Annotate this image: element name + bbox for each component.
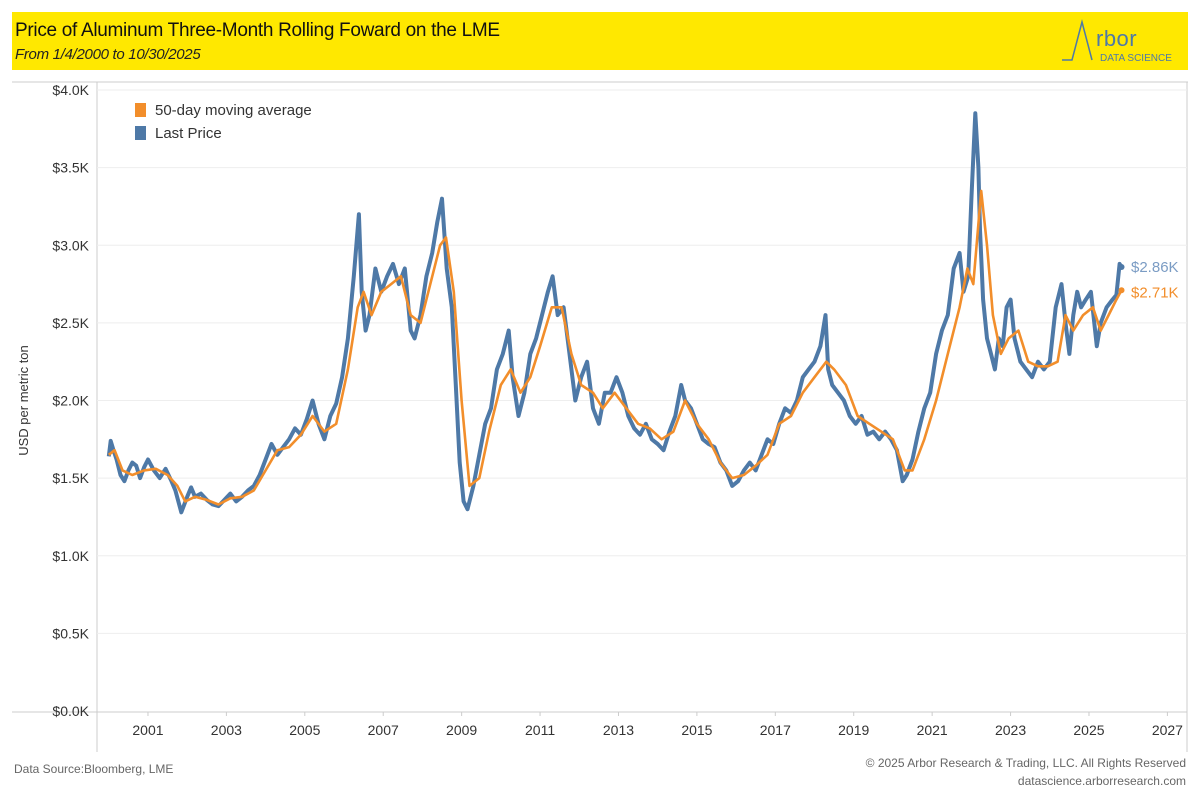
x-tick-label: 2027 — [1152, 722, 1183, 738]
footer-credits: © 2025 Arbor Research & Trading, LLC. Al… — [866, 754, 1186, 790]
x-tick-label: 2013 — [603, 722, 634, 738]
y-tick-label: $3.5K — [52, 160, 89, 176]
website-link[interactable]: datascience.arborresearch.com — [1017, 774, 1186, 788]
legend-label: 50-day moving average — [155, 102, 312, 119]
y-tick-label: $1.5K — [52, 470, 89, 486]
legend-swatch — [135, 126, 146, 140]
chart-subtitle: From 1/4/2000 to 10/30/2025 — [15, 46, 201, 63]
x-tick-label: 2025 — [1073, 722, 1104, 738]
line-chart: $0.0K $0.5K $1.0K $1.5K $2.0K $2.5K $3.0K $3.5K… — [12, 81, 1188, 752]
y-tick-label: $0.5K — [52, 625, 89, 641]
x-tick-label: 2001 — [132, 722, 163, 738]
x-tick-label: 2005 — [289, 722, 320, 738]
x-tick-label: 2019 — [838, 722, 869, 738]
y-tick-label: $2.0K — [52, 393, 89, 409]
x-tick-label: 2009 — [446, 722, 477, 738]
copyright: © 2025 Arbor Research & Trading, LLC. Al… — [865, 756, 1186, 770]
y-tick-label: $2.5K — [52, 315, 89, 331]
x-tick-label: 2011 — [525, 722, 555, 738]
last-price-end-label: $2.86K — [1131, 259, 1179, 276]
moving-average-end-point — [1118, 287, 1125, 294]
moving-average-line — [107, 189, 1123, 506]
legend-label: Last Price — [155, 125, 222, 142]
last-price-end-point — [1118, 263, 1125, 270]
legend-swatch — [135, 103, 146, 117]
moving-average-end-label: $2.71K — [1131, 284, 1179, 301]
x-tick-label: 2023 — [995, 722, 1026, 738]
chart-title: Price of Aluminum Three-Month Rolling Fo… — [15, 20, 500, 41]
data-source: Data Source:Bloomberg, LME — [14, 762, 174, 776]
arbor-logo: rbor DATA SCIENCE — [1056, 16, 1176, 66]
y-tick-label: $3.0K — [52, 237, 89, 253]
y-tick-label: $4.0K — [52, 82, 89, 98]
logo-mark-icon — [1062, 19, 1093, 61]
logo-subtext: DATA SCIENCE — [1100, 53, 1172, 64]
x-tick-label: 2003 — [211, 722, 242, 738]
y-axis-label: USD per metric ton — [16, 345, 31, 456]
x-tick-label: 2015 — [681, 722, 712, 738]
y-tick-label: $1.0K — [52, 548, 89, 564]
logo-text: rbor — [1096, 26, 1138, 51]
last-price-line — [106, 111, 1124, 515]
x-tick-label: 2017 — [760, 722, 791, 738]
title-banner: Price of Aluminum Three-Month Rolling Fo… — [12, 12, 1188, 70]
x-tick-label: 2021 — [917, 722, 948, 738]
y-tick-label: $0.0K — [52, 703, 89, 719]
x-tick-label: 2007 — [368, 722, 399, 738]
